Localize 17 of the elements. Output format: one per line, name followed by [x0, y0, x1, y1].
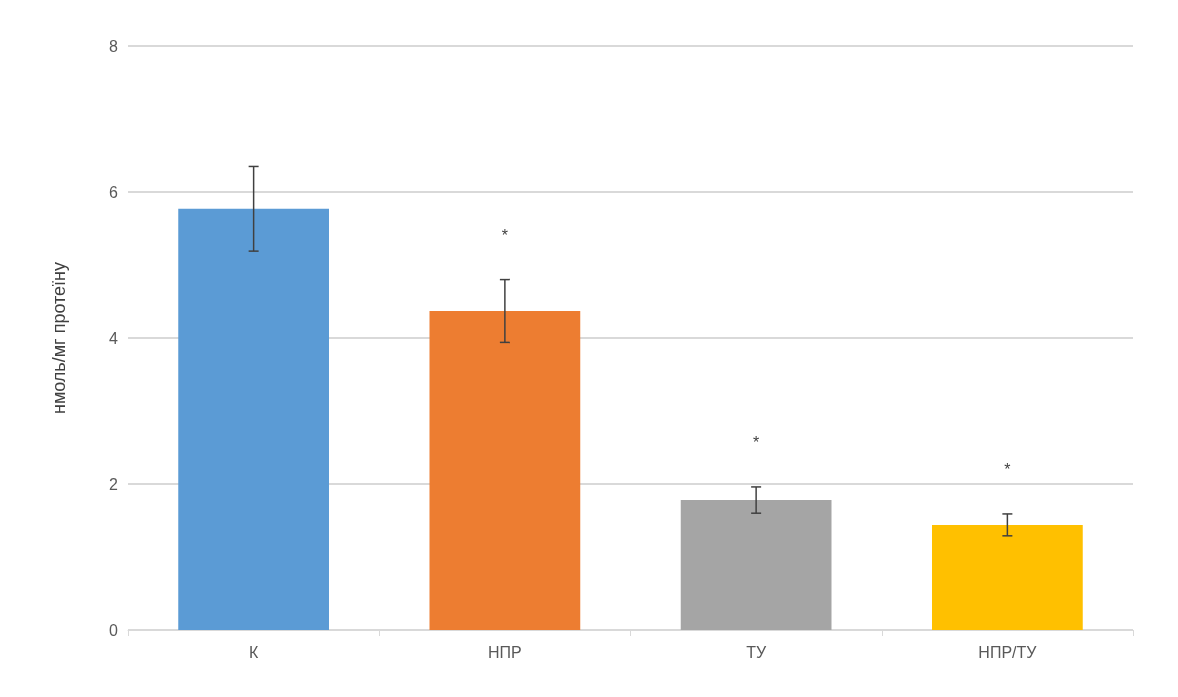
annotation: * — [1004, 461, 1011, 479]
bar — [429, 310, 581, 630]
x-tick-label: НПР — [488, 643, 522, 661]
y-tick-label: 4 — [109, 329, 119, 347]
y-tick-label: 6 — [109, 183, 119, 201]
y-axis-title: нмоль/мг протеїну — [49, 261, 69, 415]
x-tick-label: ТУ — [746, 643, 767, 661]
annotation: * — [753, 434, 760, 452]
x-tick-label: К — [248, 643, 259, 661]
y-tick-label: 2 — [109, 475, 119, 493]
x-tick-label: НПР/ТУ — [978, 643, 1038, 661]
annotation: * — [501, 227, 508, 245]
y-tick-label: 0 — [109, 621, 119, 639]
bar — [680, 500, 832, 630]
bar — [178, 208, 329, 630]
y-tick-label: 8 — [109, 37, 119, 55]
bar — [932, 524, 1083, 630]
